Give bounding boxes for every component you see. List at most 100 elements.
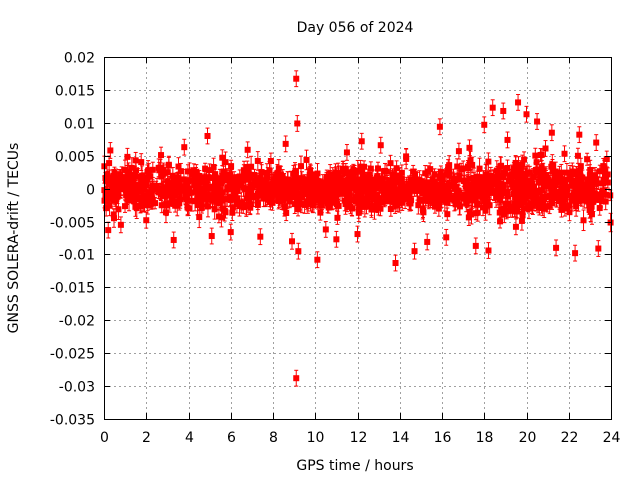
data-point [371,206,378,213]
data-point [229,204,236,211]
data-point [604,179,611,186]
data-point [574,152,581,159]
data-point [363,185,370,192]
data-point [244,163,251,170]
data-point [339,167,346,174]
data-point [141,194,148,201]
data-point [593,176,600,183]
data-point [170,177,177,184]
data-point [124,172,131,179]
data-point [183,196,190,203]
data-point [388,181,395,188]
data-point [373,174,380,181]
data-point [386,198,393,205]
data-point [284,176,291,183]
data-point [324,189,331,196]
data-point [189,197,196,204]
data-point [229,209,236,216]
data-point [160,170,167,177]
data-point [241,185,248,192]
data-point [540,201,547,208]
data-point [198,204,205,211]
data-point [414,187,421,194]
data-point [410,168,417,175]
data-point [504,164,511,171]
data-point [215,200,222,207]
data-point [324,200,331,207]
data-point [580,217,587,224]
data-point [364,192,371,199]
data-point [220,205,227,212]
data-point [447,182,454,189]
data-point [535,179,542,186]
data-point [325,204,332,211]
data-point [515,163,522,170]
data-point [520,199,527,206]
data-point [424,168,431,175]
data-point [149,186,156,193]
data-point [115,206,122,213]
data-point [467,175,474,182]
data-point [196,214,203,221]
data-point [328,199,335,206]
data-point [485,158,492,165]
data-point [192,172,199,179]
data-point [382,167,389,174]
data-point [563,169,570,176]
data-point [591,172,598,179]
data-point [378,199,385,206]
data-point [209,174,216,181]
data-point [478,183,485,190]
data-point [287,190,294,197]
data-point [469,161,476,168]
data-point [332,186,339,193]
data-point [483,180,490,187]
data-point [466,208,473,215]
data-point [166,180,173,187]
data-point [107,179,114,186]
data-point [529,183,536,190]
data-point [112,197,119,204]
data-point [275,165,282,172]
data-point [211,206,218,213]
data-point [577,163,584,170]
data-point [172,192,179,199]
data-point [588,211,595,218]
data-point [361,163,368,170]
data-point [113,188,120,195]
data-point [497,163,504,170]
data-point [348,205,355,212]
data-point [502,200,509,207]
data-point [125,168,132,175]
data-point [582,186,589,193]
data-point [138,159,145,166]
data-point [333,181,340,188]
data-point [569,197,576,204]
data-point [464,194,471,201]
data-point [169,172,176,179]
data-point [182,192,189,199]
data-point [228,176,235,183]
data-point [562,196,569,203]
data-point [219,174,226,181]
data-point [375,165,382,172]
data-point [398,194,405,201]
data-point [416,196,423,203]
data-point [455,187,462,194]
data-point [431,171,438,178]
data-point [173,178,180,185]
data-point [104,171,111,178]
data-point [485,190,492,197]
data-point [283,209,290,216]
data-point [530,173,537,180]
data-point [570,171,577,178]
data-point [222,196,229,203]
data-point [117,182,124,189]
data-point [240,167,247,174]
data-point [169,185,176,192]
data-point [202,165,209,172]
data-points [101,70,614,387]
data-point [439,173,446,180]
data-point [213,181,220,188]
data-point [357,163,364,170]
